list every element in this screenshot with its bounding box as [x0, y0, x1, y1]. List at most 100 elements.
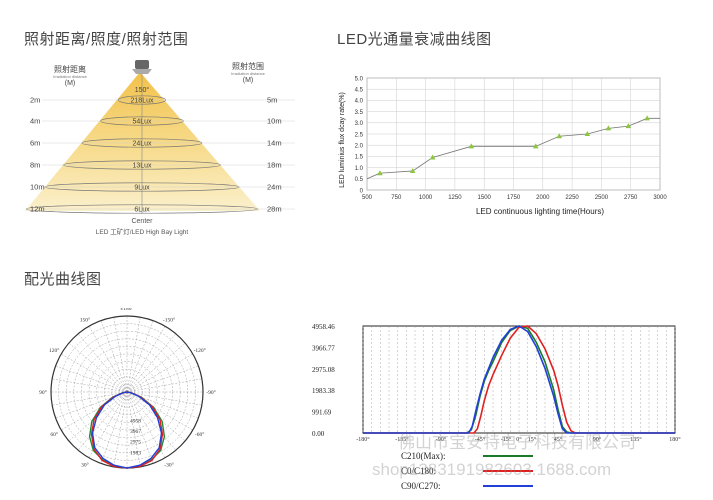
polar-angle-label: -120° [194, 347, 206, 354]
cart-x-tick: 15° [528, 436, 537, 443]
polar-spoke [113, 317, 128, 393]
polar-spoke [77, 391, 128, 451]
right-header-line-1: 照射范围 [232, 61, 264, 71]
beam-angle-label: 150° [135, 86, 150, 94]
decay-x-tick: 3000 [653, 195, 667, 201]
lamp-icon [132, 60, 152, 74]
range-label: 28m [267, 205, 282, 214]
legend-entry-label: C90/C270: [401, 481, 441, 491]
decay-data-point [644, 115, 650, 121]
cart-x-tick: -45° [475, 436, 486, 443]
decay-y-tick: 3.0 [355, 121, 364, 127]
distance-label: 8m [30, 161, 40, 170]
distance-label: 12m [30, 205, 45, 214]
illuminance-label: 218Lux [131, 98, 154, 105]
decay-y-tick: 2.5 [355, 132, 364, 138]
cart-x-tick: 45° [554, 436, 563, 443]
polar-spoke [126, 333, 177, 393]
polar-spoke [126, 320, 154, 393]
polar-spoke [52, 378, 128, 393]
polar-spoke [126, 391, 199, 419]
polar-angle-label: 60° [50, 431, 58, 438]
polar-spoke [61, 391, 128, 431]
cart-y-tick: 991.69 [312, 409, 332, 417]
distance-label: 10m [30, 183, 45, 192]
range-label: 18m [267, 161, 282, 170]
polar-spoke [52, 391, 128, 406]
polar-spoke [126, 365, 199, 393]
decay-data-point [429, 154, 436, 160]
polar-ring [88, 353, 166, 431]
decay-x-tick: 2000 [536, 195, 550, 201]
polar-angle-label: -90° [206, 389, 216, 396]
cart-series-line-2 [363, 325, 675, 434]
flux-decay-chart: 0 0.5 1.0 1.5 2.0 2.5 3.0 3.5 4.0 4.5 5.0 500 750 100… [339, 76, 667, 216]
decay-y-tick: 0 [360, 188, 364, 194]
left-header-line-1: 照射距离 [54, 64, 86, 74]
cart-y-tick: 3966.77 [312, 344, 335, 352]
decay-y-tick: 4.0 [355, 99, 364, 105]
left-header-line-3: (M) [65, 80, 76, 87]
range-label: 14m [267, 139, 282, 148]
illuminance-label: 6Lux [134, 207, 150, 214]
polar-series-line-2 [91, 391, 163, 469]
range-label: 24m [267, 183, 282, 192]
decay-y-tick: 3.5 [355, 110, 364, 116]
decay-x-tick: 750 [391, 195, 402, 201]
decay-data-point [532, 143, 539, 149]
right-header-line-2: Irradiation distance [231, 71, 266, 76]
polar-angle-label: -150° [163, 316, 175, 323]
decay-series-line [366, 117, 660, 180]
cone-footer: LED 工矿灯/LED High Bay Light [96, 227, 189, 236]
center-label: Center [131, 218, 153, 225]
decay-data-point [468, 143, 475, 149]
cart-x-tick: 90° [593, 436, 602, 443]
decay-x-tick: 1250 [448, 195, 462, 201]
decay-section-title: LED光通量衰减曲线图 [337, 31, 492, 48]
polar-angle-label: 120° [49, 347, 59, 354]
cart-x-tick: 180° [669, 436, 681, 443]
polar-spoke [126, 353, 193, 393]
distance-label: 2m [30, 96, 40, 105]
distribution-section-title: 配光曲线图 [24, 271, 102, 288]
legend-entry-label: C210(Max): [401, 451, 446, 461]
decay-x-tick: 2250 [565, 195, 579, 201]
decay-x-tick: 1500 [478, 195, 492, 201]
polar-spoke [77, 333, 128, 393]
decay-y-tick: 4.5 [355, 88, 364, 94]
decay-data-point [584, 131, 591, 136]
polar-distribution-chart: ±180° -150° 150° -120° 120° -90° 90° -60° 60° -30… [39, 308, 216, 469]
cart-x-tick: -180° [356, 436, 370, 443]
cart-y-tick: 1983.38 [312, 387, 335, 395]
decay-x-tick: 500 [362, 195, 373, 201]
cart-x-tick: -90° [436, 436, 447, 443]
polar-radial-label: 4958 [130, 418, 141, 424]
polar-angle-label: ±180° [120, 308, 133, 312]
polar-spoke [68, 342, 128, 393]
illuminance-label: 54Lux [132, 119, 152, 126]
polar-angle-label: 30° [81, 462, 89, 469]
polar-spoke [88, 326, 128, 393]
polar-spoke [126, 378, 202, 393]
polar-spoke [68, 391, 128, 442]
right-header-line-3: (M) [243, 77, 254, 84]
cart-series-line-1 [363, 325, 675, 434]
cone-section-title: 照射距离/照度/照射范围 [24, 31, 189, 48]
decay-y-tick: 0.5 [355, 177, 364, 183]
cart-x-tick: 0° [516, 436, 522, 443]
decay-y-tick: 5.0 [355, 76, 364, 82]
polar-spoke [61, 353, 128, 393]
range-label: 5m [267, 96, 277, 105]
illuminance-label: 13Lux [132, 163, 152, 170]
decay-y-tick: 2.0 [355, 144, 364, 150]
polar-angle-label: -60° [195, 431, 205, 438]
polar-spoke [126, 326, 166, 393]
cart-y-tick: 4958.46 [312, 323, 335, 331]
polar-spoke [126, 391, 177, 451]
polar-spoke [55, 391, 128, 419]
cart-x-tick: 135° [630, 436, 642, 443]
range-label: 10m [267, 117, 282, 126]
light-cone [25, 72, 260, 211]
decay-data-point [605, 125, 612, 131]
decay-x-axis-label: LED continuous lighting time(Hours) [476, 207, 604, 216]
